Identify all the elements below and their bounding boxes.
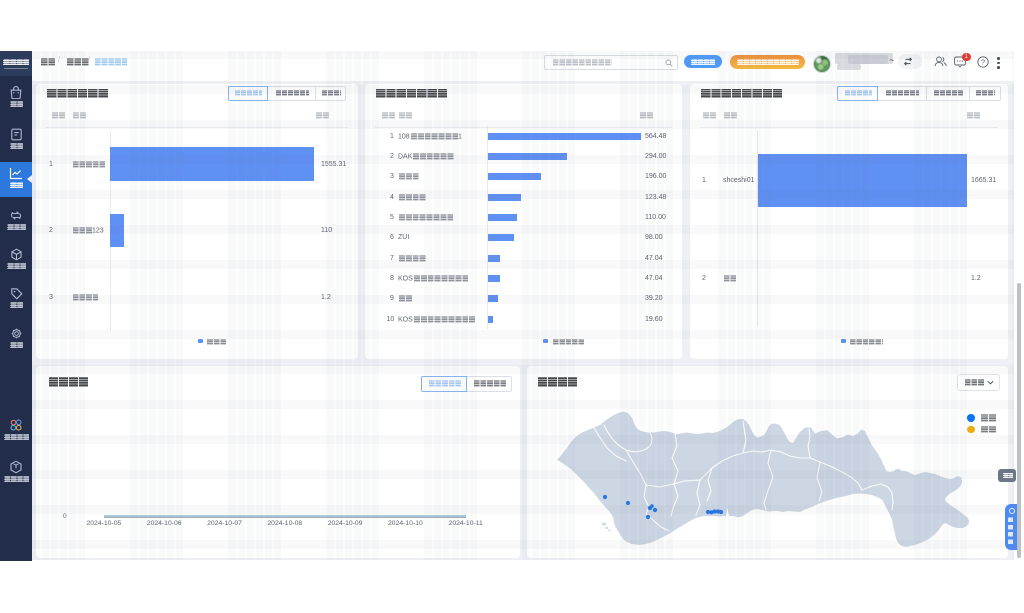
svg-text:?: ?	[981, 58, 985, 67]
